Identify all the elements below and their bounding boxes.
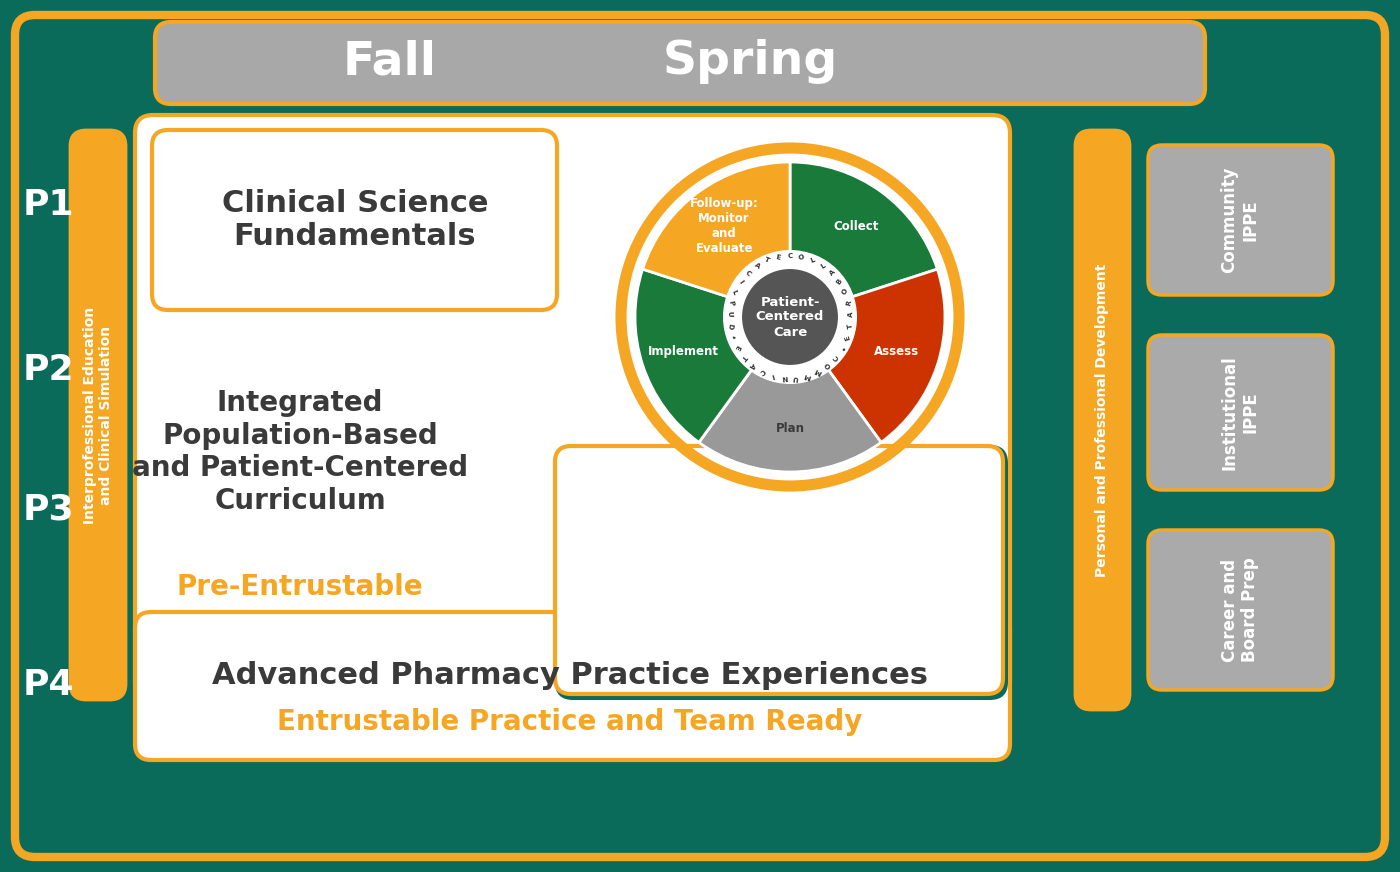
Text: E: E [844, 334, 851, 340]
Text: M: M [804, 371, 812, 379]
Text: U: U [792, 374, 799, 381]
Wedge shape [790, 162, 938, 296]
Text: T: T [764, 256, 771, 264]
Text: Institutional
IPPE: Institutional IPPE [1221, 355, 1260, 470]
Text: A: A [827, 269, 836, 277]
Text: Implement: Implement [648, 345, 720, 358]
FancyBboxPatch shape [554, 445, 1008, 700]
FancyBboxPatch shape [1148, 335, 1333, 490]
Text: C: C [787, 253, 792, 259]
Text: L: L [731, 289, 738, 295]
Text: T: T [847, 323, 854, 329]
Text: B: B [836, 278, 844, 285]
Text: C: C [832, 353, 840, 361]
Circle shape [741, 268, 839, 366]
Text: C: C [759, 367, 766, 375]
FancyBboxPatch shape [70, 130, 126, 700]
Text: C: C [743, 269, 752, 276]
Text: I: I [771, 372, 774, 378]
Text: P4: P4 [22, 668, 74, 702]
Text: Pre-Entrustable: Pre-Entrustable [176, 573, 423, 601]
Text: Career and
Board Prep: Career and Board Prep [1221, 557, 1260, 663]
Text: D: D [727, 323, 734, 329]
Text: O: O [841, 288, 850, 296]
Wedge shape [829, 269, 945, 442]
Circle shape [722, 250, 857, 384]
Text: P3: P3 [22, 493, 74, 527]
Text: Collect: Collect [833, 220, 879, 233]
Text: R: R [846, 299, 853, 306]
FancyBboxPatch shape [134, 115, 1009, 700]
Text: T: T [741, 353, 748, 361]
FancyBboxPatch shape [1148, 530, 1333, 690]
Text: O: O [798, 254, 805, 261]
Text: O: O [823, 361, 832, 369]
Text: E: E [734, 344, 741, 351]
Wedge shape [636, 269, 752, 442]
FancyBboxPatch shape [1148, 145, 1333, 295]
Text: M: M [813, 367, 822, 376]
FancyBboxPatch shape [554, 446, 1002, 694]
Text: L: L [819, 262, 826, 269]
Text: A: A [749, 361, 756, 369]
Text: Interprofessional Education
and Clinical Simulation: Interprofessional Education and Clinical… [83, 306, 113, 523]
Text: I: I [738, 279, 743, 284]
Text: P2: P2 [22, 353, 74, 387]
Text: P1: P1 [22, 188, 74, 222]
Text: •: • [729, 334, 736, 340]
Text: Plan: Plan [776, 423, 805, 435]
Text: Entrustable Practice and Team Ready: Entrustable Practice and Team Ready [277, 708, 862, 736]
Text: •: • [839, 344, 847, 351]
Text: U: U [727, 311, 732, 317]
FancyBboxPatch shape [155, 22, 1205, 104]
Text: E: E [776, 254, 781, 261]
Text: Spring: Spring [662, 39, 837, 85]
Wedge shape [643, 162, 790, 296]
Text: P: P [727, 299, 734, 306]
Text: Assess: Assess [874, 345, 918, 358]
Text: Integrated
Population-Based
and Patient-Centered
Curriculum: Integrated Population-Based and Patient-… [132, 390, 468, 514]
FancyBboxPatch shape [153, 130, 557, 310]
Text: A: A [753, 262, 762, 269]
Text: A: A [848, 311, 854, 317]
FancyBboxPatch shape [15, 15, 1385, 857]
Text: Personal and Professional Development: Personal and Professional Development [1095, 263, 1109, 576]
Text: Community
IPPE: Community IPPE [1221, 167, 1260, 273]
Text: L: L [809, 256, 816, 264]
FancyBboxPatch shape [1075, 130, 1130, 710]
Text: Clinical Science
Fundamentals: Clinical Science Fundamentals [221, 188, 489, 251]
Text: N: N [781, 374, 787, 381]
Text: Follow-up:
Monitor
and
Evaluate: Follow-up: Monitor and Evaluate [690, 197, 759, 255]
FancyBboxPatch shape [134, 612, 1009, 760]
Text: Patient-
Centered
Care: Patient- Centered Care [756, 296, 825, 338]
Text: Advanced Pharmacy Practice Experiences: Advanced Pharmacy Practice Experiences [211, 662, 928, 691]
Wedge shape [699, 370, 881, 472]
Text: Fall: Fall [343, 39, 437, 85]
